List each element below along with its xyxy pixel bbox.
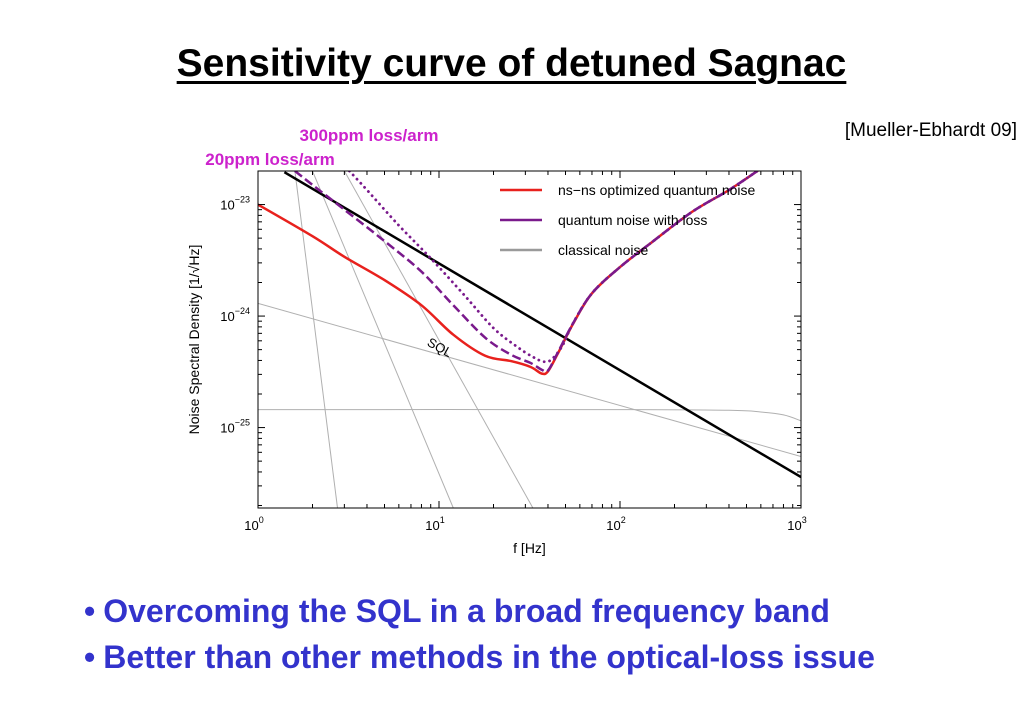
x-tick-label-base: 10 (787, 518, 801, 533)
bullet-text: Overcoming the SQL in a broad frequency … (103, 593, 830, 629)
x-tick-label: 102 (606, 515, 625, 533)
y-tick-label: 10−25 (220, 418, 250, 436)
bullet-marker: • (84, 639, 96, 675)
series-line-classical_steep_b (312, 171, 454, 508)
legend-label: classical noise (558, 242, 648, 258)
y-tick-label-base: 10 (220, 309, 234, 324)
series-line-sql (283, 171, 801, 479)
legend-label: quantum noise with loss (558, 212, 707, 228)
series-line-loss_20ppm (294, 171, 760, 374)
series-line-classical_shallow (258, 302, 801, 457)
bullet-marker: • (84, 593, 96, 629)
series-line-classical_steep_a (294, 171, 338, 508)
bullet-item: • Better than other methods in the optica… (84, 634, 875, 680)
legend-label: ns−ns optimized quantum noise (558, 182, 755, 198)
x-tick-label: 103 (787, 515, 806, 533)
series-line-classical_flat (258, 409, 801, 422)
y-axis-label: Noise Spectral Density [1/√Hz] (186, 245, 202, 435)
bullet-list: • Overcoming the SQL in a broad frequency… (84, 588, 875, 680)
y-tick-label-exponent: −23 (235, 195, 250, 205)
x-tick-label-base: 10 (244, 518, 258, 533)
annotation-300ppm: 300ppm loss/arm (300, 126, 439, 145)
annotation-20ppm: 20ppm loss/arm (205, 150, 334, 169)
x-tick-label-exponent: 1 (440, 515, 445, 525)
plot-frame (257, 170, 802, 509)
x-tick-label-exponent: 0 (259, 515, 264, 525)
x-tick-label-exponent: 3 (802, 515, 807, 525)
x-tick-label-base: 10 (425, 518, 439, 533)
citation: [Mueller-Ebhardt 09] (844, 120, 1017, 141)
y-tick-label-exponent: −25 (235, 418, 250, 428)
y-tick-label: 10−23 (220, 195, 250, 213)
y-tick-label-base: 10 (220, 198, 234, 213)
plot-area (258, 171, 801, 508)
bullet-item: • Overcoming the SQL in a broad frequency… (84, 588, 875, 634)
x-tick-label-base: 10 (606, 518, 620, 533)
y-tick-label-exponent: −24 (235, 306, 250, 316)
sql-annotation: SQL (425, 335, 455, 361)
x-axis-label: f [Hz] (513, 540, 546, 556)
x-tick-label: 101 (425, 515, 444, 533)
slide-title: Sensitivity curve of detuned Sagnac (176, 42, 847, 85)
y-tick-label-base: 10 (220, 421, 234, 436)
tick-marks (257, 170, 801, 508)
x-tick-label: 100 (244, 515, 263, 533)
bullet-text: Better than other methods in the optical… (103, 639, 875, 675)
x-tick-label-exponent: 2 (621, 515, 626, 525)
y-tick-label: 10−24 (220, 306, 250, 324)
